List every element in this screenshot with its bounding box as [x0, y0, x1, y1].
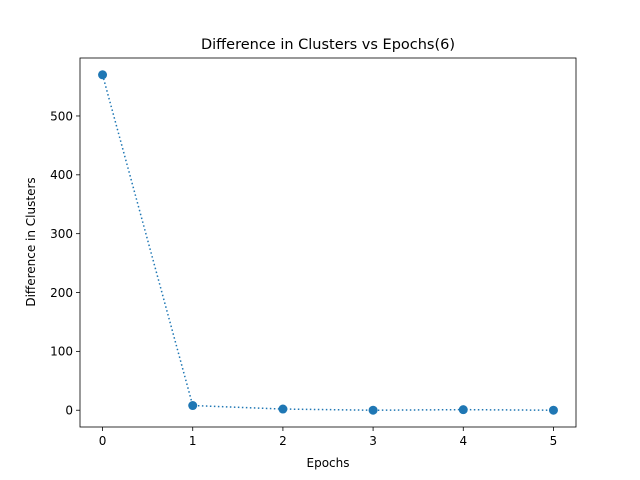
y-tick-label: 400 [50, 168, 73, 182]
data-point [278, 404, 288, 414]
x-tick-label: 4 [459, 434, 467, 448]
x-tick-label: 1 [189, 434, 197, 448]
data-point [368, 405, 378, 415]
y-tick-label: 0 [65, 404, 73, 418]
y-tick-label: 300 [50, 227, 73, 241]
plot-area: 0 1 2 3 4 5 0 100 200 300 400 500 [50, 57, 577, 448]
y-tick-label: 100 [50, 345, 73, 359]
x-axis-label: Epochs [307, 456, 350, 470]
chart-title: Difference in Clusters vs Epochs(6) [201, 37, 455, 53]
x-tick-label: 5 [550, 434, 558, 448]
y-tick-label: 500 [50, 109, 73, 123]
data-point [98, 70, 108, 80]
series-line [101, 74, 554, 411]
data-point [548, 405, 558, 415]
axes-frame [79, 57, 577, 428]
y-axis-label: Difference in Clusters [24, 177, 38, 306]
y-tick-label: 200 [50, 286, 73, 300]
x-tick-label: 2 [279, 434, 287, 448]
data-point [458, 405, 468, 415]
x-tick-label: 3 [369, 434, 377, 448]
x-tick-label: 0 [99, 434, 107, 448]
data-point [188, 401, 198, 411]
